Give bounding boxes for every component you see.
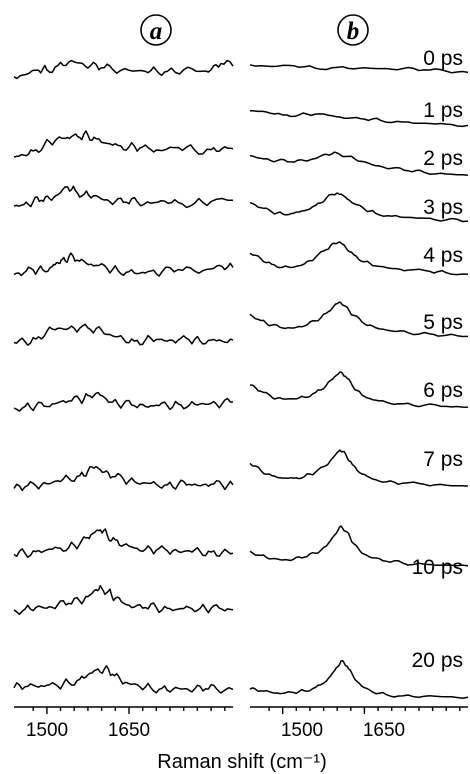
panel-b-trace-8 <box>249 449 469 487</box>
panel-a-tick-label-1500: 1500 <box>26 720 68 741</box>
panel-b-delay-label-2: 1 ps <box>423 99 463 122</box>
panel-a-label: a <box>150 18 163 45</box>
panel-a-trace-2 <box>13 130 234 158</box>
panel-a-x-ticks <box>32 707 226 714</box>
panel-b-tick-label-1650: 1650 <box>363 720 405 741</box>
panel-a-tick-label-1650: 1650 <box>108 720 150 741</box>
panel-b-label-badge: b <box>337 14 369 46</box>
panel-b-label: b <box>347 18 360 45</box>
panel-a-x-axis: 1500 1650 <box>14 706 233 741</box>
panel-b-delay-label-4: 3 ps <box>423 196 463 219</box>
panel-a-label-circle <box>140 14 172 46</box>
panel-b-delay-label-7: 6 ps <box>423 379 463 402</box>
panel-b-delay-label-10: 20 ps <box>412 649 463 672</box>
panel-a-trace-9 <box>13 584 234 616</box>
panel-a-traces <box>13 59 234 694</box>
panel-b-trace-1 <box>249 64 469 74</box>
panel-b-delay-label-8: 7 ps <box>423 448 463 471</box>
panel-b-trace-9 <box>249 525 469 567</box>
panel-b-trace-6 <box>249 301 469 338</box>
panel-b-tick-label-1500: 1500 <box>281 720 323 741</box>
panel-a-label-badge: a <box>140 14 172 46</box>
panel-b-x-ticks <box>268 707 461 714</box>
panel-b-delay-labels: 0 ps 1 ps 2 ps 3 ps 4 ps 5 ps 6 ps 7 ps 10 ps 20 … <box>412 47 463 672</box>
panel-b-trace-10 <box>249 659 469 699</box>
panel-a-trace-6 <box>13 391 233 412</box>
panel-a-trace-4 <box>13 252 234 277</box>
panel-a-trace-8 <box>13 528 234 558</box>
panel-b-x-axis: 1500 1650 <box>250 706 468 741</box>
panel-b-delay-label-6: 5 ps <box>423 311 463 334</box>
panel-a-trace-5 <box>13 323 234 346</box>
panel-b-trace-5 <box>249 241 469 276</box>
panel-b-traces <box>249 64 469 699</box>
panel-b-trace-2 <box>249 109 469 128</box>
panel-a-trace-1 <box>13 59 234 80</box>
panel-b: b 0 ps 1 ps 2 ps 3 ps 4 ps 5 ps 6 ps 7 ps 10 ps 2… <box>249 14 469 741</box>
panel-b-delay-label-9: 10 ps <box>412 556 463 579</box>
panel-b-delay-label-3: 2 ps <box>423 147 463 170</box>
panel-a-trace-3 <box>13 185 234 209</box>
panel-b-delay-label-1: 0 ps <box>423 47 463 70</box>
x-axis-title: Raman shift (cm⁻¹) <box>157 751 326 773</box>
panel-a: a 1500 1650 <box>13 14 234 741</box>
panel-b-label-circle <box>337 14 369 46</box>
panel-b-trace-7 <box>249 371 469 409</box>
panel-a-trace-7 <box>13 465 234 492</box>
panel-b-trace-3 <box>249 151 469 177</box>
panel-b-delay-label-5: 4 ps <box>423 244 463 267</box>
panel-b-trace-4 <box>249 192 469 223</box>
panel-a-trace-10 <box>13 665 234 694</box>
